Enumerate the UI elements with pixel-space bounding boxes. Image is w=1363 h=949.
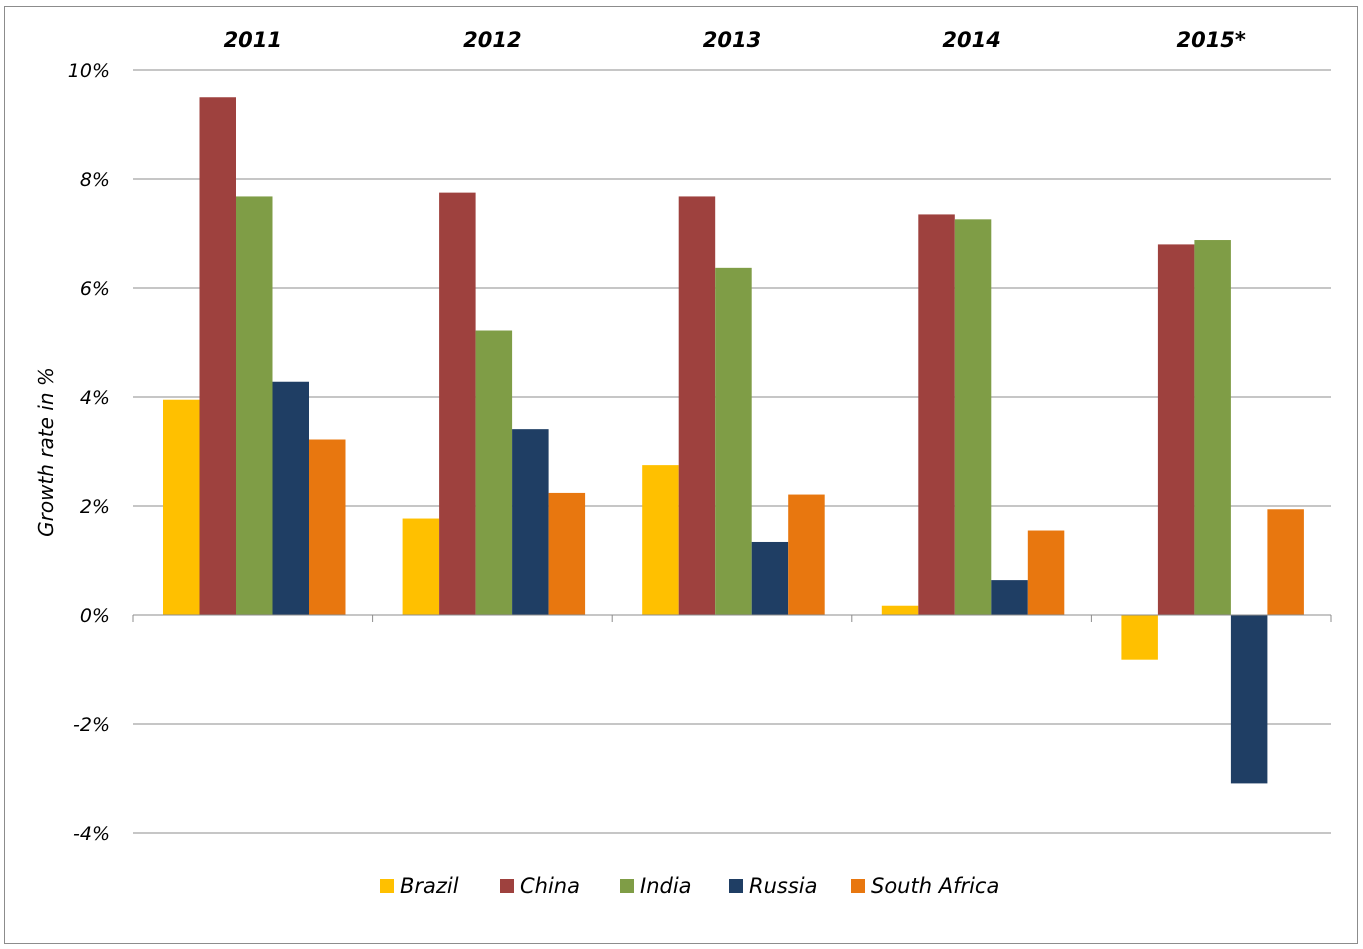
legend-label: India (640, 874, 692, 898)
bar-india-2015 (1194, 240, 1231, 616)
bar-russia-2015 (1230, 615, 1268, 784)
legend-item-india: India (620, 874, 692, 898)
legend-swatch (500, 879, 514, 893)
y-tick-label: 6% (80, 278, 110, 300)
legend-item-china: China (500, 874, 580, 898)
bar-russia-2013 (751, 541, 789, 615)
y-tick-label: 2% (80, 496, 110, 518)
bar-india-2011 (236, 196, 273, 615)
bar-south-africa-2011 (309, 439, 346, 615)
category-label: 2013 (703, 28, 761, 52)
legend-label: Brazil (400, 874, 459, 898)
bar-brazil-2014 (881, 605, 919, 615)
bar-south-africa-2015 (1267, 509, 1304, 615)
bar-south-africa-2012 (548, 492, 586, 615)
bar-china-2013 (678, 196, 716, 615)
bar-india-2014 (954, 219, 992, 615)
bar-brazil-2012 (402, 518, 440, 615)
category-label: 2011 (224, 28, 282, 52)
y-tick-label: 8% (80, 169, 110, 191)
zero-axis (132, 614, 1332, 622)
y-tick-label: -2% (73, 714, 110, 736)
bar-russia-2012 (512, 429, 549, 615)
category-label: 2012 (463, 28, 521, 52)
legend-item-russia: Russia (729, 874, 818, 898)
bar-south-africa-2014 (1027, 530, 1065, 615)
y-axis-title: Growth rate in % (34, 367, 58, 537)
bar-brazil-2013 (642, 465, 679, 615)
legend-label: China (520, 874, 580, 898)
legend: Brazil China India Russia South Africa (380, 874, 999, 898)
bar-russia-2014 (991, 580, 1028, 615)
bar-south-africa-2013 (788, 494, 825, 615)
y-axis-tick-labels: 10% 8% 6% 4% 2% 0% -2% -4% (68, 60, 110, 845)
legend-swatch (380, 879, 394, 893)
category-label: 2015* (1176, 28, 1245, 52)
bar-brazil-2011 (163, 399, 200, 615)
y-tick-label: -4% (73, 823, 110, 845)
legend-item-south-africa: South Africa (851, 874, 999, 898)
y-tick-label: 0% (80, 605, 110, 627)
bar-china-2014 (918, 214, 955, 616)
category-labels: 2011 2012 2013 2014 2015* (224, 28, 1246, 52)
bar-brazil-2015 (1121, 615, 1158, 660)
legend-item-brazil: Brazil (380, 874, 459, 898)
legend-swatch (729, 879, 743, 893)
y-tick-label: 10% (68, 60, 110, 82)
bars (163, 97, 1304, 784)
bar-china-2015 (1157, 244, 1195, 615)
bar-russia-2011 (272, 381, 309, 615)
category-label: 2014 (942, 28, 1000, 52)
legend-label: South Africa (871, 874, 999, 898)
bar-china-2011 (199, 97, 236, 615)
bar-india-2013 (715, 267, 752, 615)
y-tick-label: 4% (80, 387, 110, 409)
bar-china-2012 (439, 192, 476, 615)
legend-swatch (620, 879, 634, 893)
legend-swatch (851, 879, 865, 893)
bar-india-2012 (475, 330, 513, 615)
legend-label: Russia (749, 874, 818, 898)
